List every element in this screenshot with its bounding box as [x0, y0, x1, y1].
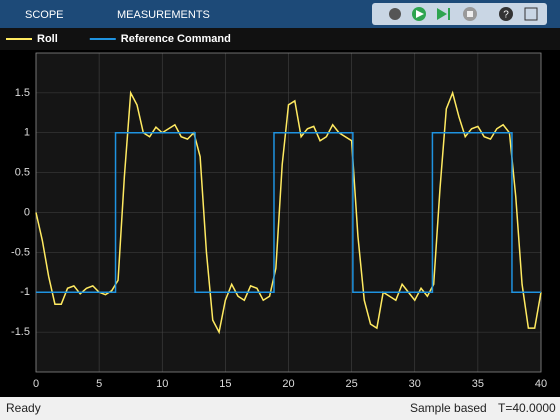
y-tick-label: -1	[20, 286, 30, 298]
x-tick-label: 30	[409, 378, 421, 390]
icon[interactable]	[389, 8, 401, 20]
help-icon[interactable]	[499, 7, 513, 21]
status-text: Ready	[6, 401, 41, 415]
legend-label: Reference Command	[121, 33, 231, 45]
x-tick-label: 0	[33, 378, 39, 390]
x-tick-label: 5	[96, 378, 102, 390]
y-tick-label: -0.5	[11, 246, 30, 258]
tab[interactable]: MEASUREMENTS	[117, 9, 210, 21]
icon-glyph: ?	[503, 10, 509, 21]
y-tick-label: 0	[24, 206, 30, 218]
status-bar	[0, 397, 560, 420]
x-tick-label: 40	[535, 378, 547, 390]
x-tick-label: 35	[472, 378, 484, 390]
y-tick-label: 1.5	[15, 87, 30, 99]
y-tick-label: 0.5	[15, 167, 30, 179]
series-line	[35, 90, 542, 335]
x-tick-label: 15	[219, 378, 231, 390]
dock-icon[interactable]	[524, 7, 538, 21]
x-tick-label: 20	[282, 378, 294, 390]
x-tick-label: 25	[346, 378, 358, 390]
y-tick-label: 1	[24, 127, 30, 139]
step-icon[interactable]	[437, 8, 450, 20]
legend-label: Roll	[37, 33, 58, 45]
y-tick-label: -1.5	[11, 326, 30, 338]
icon-glyph	[467, 11, 473, 17]
status-mode: Sample based	[410, 401, 487, 415]
series-line	[36, 132, 541, 293]
icon-glyph	[416, 10, 424, 18]
tab[interactable]: SCOPE	[25, 9, 64, 21]
status-time: T=40.0000	[498, 401, 556, 415]
legend-bar	[0, 28, 560, 50]
x-tick-label: 10	[156, 378, 168, 390]
